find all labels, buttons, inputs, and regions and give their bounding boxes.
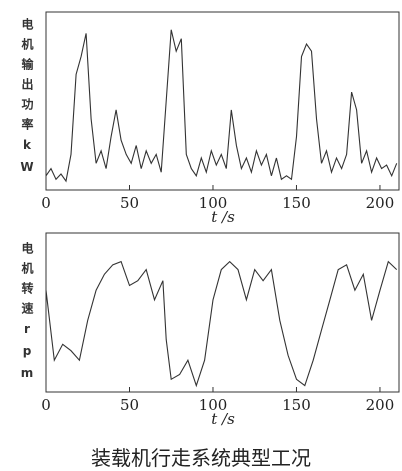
y-axis-label: 电机转速rpm (20, 242, 34, 388)
plot-frame (45, 11, 400, 191)
x-tick-label: 200 (366, 194, 395, 212)
x-tick-label: 100 (199, 396, 228, 414)
x-tick-label: 50 (120, 194, 139, 212)
x-tick-label: 100 (199, 194, 228, 212)
x-tick-label: 50 (120, 396, 139, 414)
plot-frame (45, 232, 400, 393)
x-axis-label: t /s (211, 410, 235, 428)
x-tick-label: 0 (41, 194, 51, 212)
x-tick-label: 0 (41, 396, 51, 414)
y-axis-label: 电机输出功率kW (20, 18, 34, 182)
x-tick-label: 150 (282, 194, 311, 212)
data-line (45, 29, 398, 183)
x-axis-label: t /s (211, 208, 235, 226)
data-line (45, 260, 398, 388)
x-tick-label: 200 (366, 396, 395, 414)
caption: 装载机行走系统典型工况 (91, 446, 311, 470)
x-tick-label: 150 (282, 396, 311, 414)
